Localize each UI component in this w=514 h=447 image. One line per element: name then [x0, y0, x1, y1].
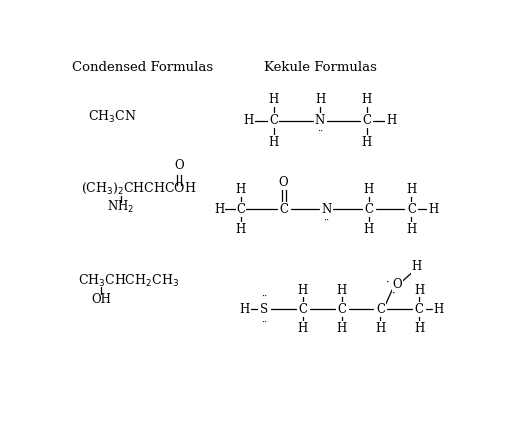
Text: H: H [298, 322, 308, 335]
Text: H: H [298, 283, 308, 296]
Text: H: H [428, 202, 438, 216]
Text: C: C [299, 303, 307, 316]
Text: O: O [279, 177, 288, 190]
Text: N: N [315, 114, 325, 127]
Text: H: H [315, 93, 325, 105]
Text: H: H [236, 223, 246, 236]
Text: H: H [364, 183, 374, 196]
Text: H: H [414, 322, 425, 335]
Text: N: N [321, 202, 332, 216]
Text: O: O [174, 159, 184, 172]
Text: H: H [412, 261, 422, 274]
Text: C: C [236, 202, 246, 216]
Text: H: H [268, 136, 279, 149]
Text: H: H [244, 114, 254, 127]
Text: C: C [364, 202, 373, 216]
Text: C: C [415, 303, 424, 316]
Text: C: C [269, 114, 278, 127]
Text: H: H [337, 283, 347, 296]
Text: ··: ·· [261, 292, 267, 301]
Text: ·: · [392, 289, 395, 299]
Text: ··: ·· [323, 215, 329, 224]
Text: H: H [268, 93, 279, 105]
Text: H: H [214, 202, 225, 216]
Text: CH$_3$CHCH$_2$CH$_3$: CH$_3$CHCH$_2$CH$_3$ [78, 273, 179, 289]
Text: H: H [433, 303, 444, 316]
Text: H: H [364, 223, 374, 236]
Text: CH$_3$CN: CH$_3$CN [87, 109, 136, 125]
Text: H: H [361, 93, 372, 105]
Text: H: H [236, 183, 246, 196]
Text: H: H [375, 322, 386, 335]
Text: C: C [407, 202, 416, 216]
Text: OH: OH [91, 293, 112, 306]
Text: (CH$_3$)$_2$CHCHCOH: (CH$_3$)$_2$CHCHCOH [81, 181, 197, 196]
Text: H: H [407, 183, 416, 196]
Text: C: C [362, 114, 371, 127]
Text: C: C [337, 303, 346, 316]
Text: H: H [361, 136, 372, 149]
Text: ··: ·· [317, 127, 323, 136]
Text: O: O [393, 278, 402, 291]
Text: C: C [376, 303, 385, 316]
Text: NH$_2$: NH$_2$ [107, 199, 134, 215]
Text: Condensed Formulas: Condensed Formulas [72, 61, 213, 74]
Text: S: S [260, 303, 268, 316]
Text: H: H [407, 223, 416, 236]
Text: Kekule Formulas: Kekule Formulas [264, 61, 376, 74]
Text: H: H [240, 303, 250, 316]
Text: ·: · [386, 277, 389, 287]
Text: ··: ·· [261, 318, 267, 327]
Text: H: H [337, 322, 347, 335]
Text: H: H [414, 283, 425, 296]
Text: C: C [279, 202, 288, 216]
Text: H: H [386, 114, 396, 127]
